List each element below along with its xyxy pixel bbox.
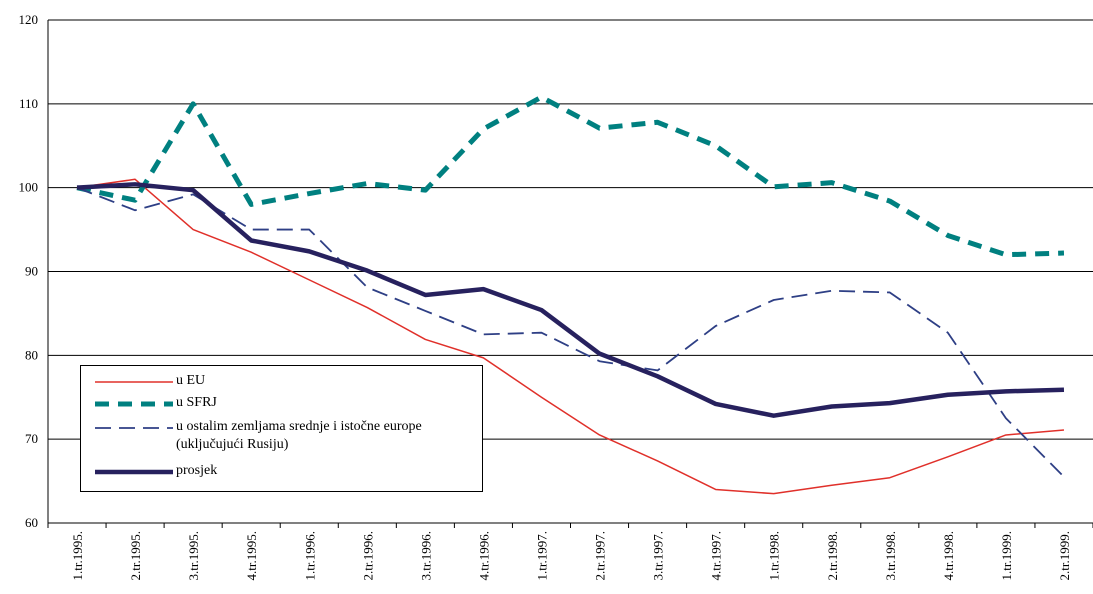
x-tick-label: 4.tr.1998.: [941, 531, 956, 580]
x-tick-label: 1.tr.1995.: [70, 531, 85, 580]
legend-swatch: [95, 401, 173, 407]
x-tick-label: 1.tr.1996.: [302, 531, 317, 580]
x-tick-label: 4.tr.1995.: [244, 531, 259, 580]
x-tick-label: 1.tr.1997.: [534, 531, 549, 580]
x-tick-label: 2.tr.1995.: [128, 531, 143, 580]
y-tick-label: 80: [25, 347, 38, 362]
x-tick-label: 3.tr.1998.: [883, 531, 898, 580]
legend-label: prosjek: [176, 463, 218, 478]
legend-label: u SFRJ: [176, 395, 217, 410]
y-tick-label: 120: [19, 12, 39, 27]
x-tick-label: 3.tr.1997.: [651, 531, 666, 580]
y-tick-label: 110: [19, 96, 38, 111]
legend-item: u EU: [81, 372, 466, 390]
y-tick-label: 70: [25, 431, 38, 446]
series-line: [76, 94, 1065, 258]
x-tick-label: 1.tr.1999.: [999, 531, 1014, 580]
series-line: [76, 178, 1065, 495]
legend-swatch: [95, 469, 173, 475]
legend-label: u ostalim zemljama srednje i istočne eur…: [176, 419, 422, 452]
x-tick-label: 3.tr.1995.: [186, 531, 201, 580]
legend-item: prosjek: [81, 462, 466, 480]
x-tick-label: 3.tr.1996.: [418, 531, 433, 580]
x-tick-label: 4.tr.1997.: [709, 531, 724, 580]
series-line: [76, 186, 1065, 478]
x-tick-label: 2.tr.1997.: [593, 531, 608, 580]
x-tick-label: 2.tr.1998.: [825, 531, 840, 580]
legend-item: u SFRJ: [81, 394, 466, 412]
y-tick-label: 90: [25, 264, 38, 279]
legend-label: u EU: [176, 373, 206, 388]
y-tick-label: 100: [19, 180, 39, 195]
y-tick-label: 60: [25, 515, 38, 530]
legend-swatch: [95, 381, 173, 383]
series-line: [76, 182, 1065, 418]
x-tick-label: 2.tr.1996.: [360, 531, 375, 580]
x-tick-label: 2.tr.1999.: [1057, 531, 1072, 580]
legend-swatch: [95, 427, 173, 429]
legend: u EU u SFRJ u ostalim zemljama srednje i i…: [80, 365, 483, 492]
x-tick-label: 1.tr.1998.: [767, 531, 782, 580]
x-tick-label: 4.tr.1996.: [476, 531, 491, 580]
legend-item: u ostalim zemljama srednje i istočne eur…: [81, 418, 466, 454]
